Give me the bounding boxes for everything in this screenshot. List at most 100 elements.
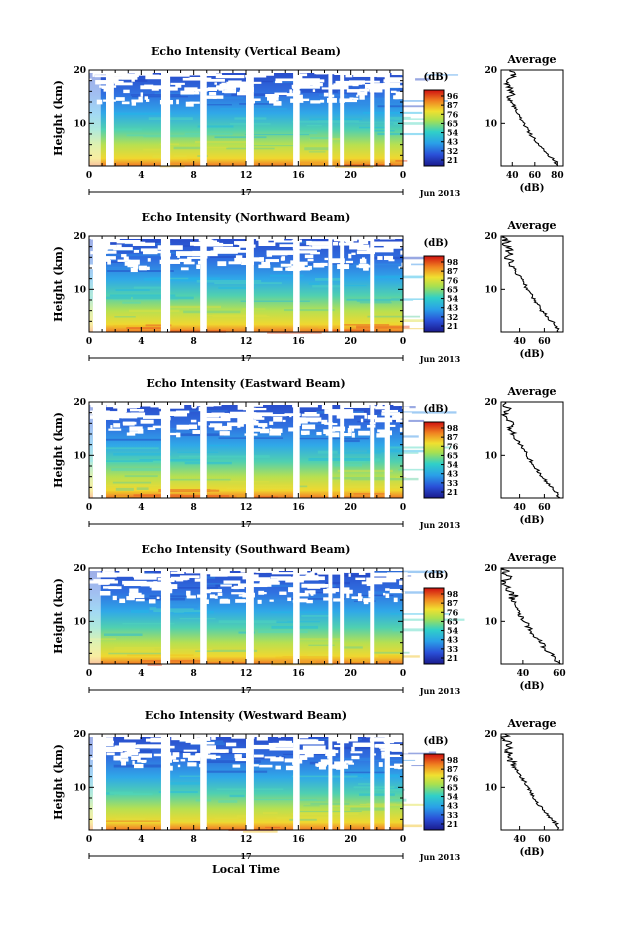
date-label: Jun 2013 [419,520,461,530]
intensity-streak [214,136,267,139]
intensity-streak [395,159,408,162]
intensity-streak [294,423,335,425]
intensity-streak [148,819,211,822]
profile-x-label: (dB) [520,349,545,360]
data-gap [293,734,300,830]
intensity-streak [131,610,149,613]
missing-patch [180,759,186,762]
intensity-streak [125,597,186,601]
missing-patch [197,260,201,265]
missing-patch [358,239,369,245]
missing-patch [105,76,123,80]
missing-patch [154,586,162,591]
missing-patch [169,584,178,590]
missing-patch [285,765,299,771]
intensity-streak [187,158,204,161]
intensity-streak [148,117,193,121]
missing-patch [266,253,273,257]
missing-patch [159,404,185,409]
intensity-streak [390,613,451,615]
missing-patch [223,580,241,584]
intensity-streak [240,300,310,302]
colorbar-tick-label: 43 [447,137,459,147]
intensity-streak [334,463,362,467]
missing-patch [145,250,163,254]
colorbar [423,89,445,167]
missing-patch [351,252,356,255]
missing-patch [273,267,283,271]
missing-patch [129,426,143,431]
missing-patch [235,599,246,603]
y-axis-label: Height (km) [52,744,65,820]
intensity-streak [282,656,333,659]
intensity-streak [236,814,249,818]
x-tick-label: 4 [138,835,144,845]
missing-patch [205,73,215,76]
missing-patch [188,755,200,760]
intensity-streak [299,437,370,440]
missing-patch [385,588,390,591]
missing-patch [348,573,351,577]
missing-patch [130,267,138,273]
profile-x-tick-label: 40 [513,337,526,347]
colorbar-tick-label: 98 [447,589,459,599]
missing-patch [112,415,120,421]
missing-patch [186,590,191,596]
missing-patch [271,572,298,575]
missing-patch [121,101,130,105]
missing-patch [271,414,287,417]
data-gap [106,70,114,166]
colorbar-tick-label: 87 [447,100,458,110]
intensity-streak [337,469,393,472]
missing-patch [297,758,303,764]
intensity-streak [242,308,266,310]
missing-patch [120,758,129,762]
missing-patch [209,589,222,593]
missing-patch [204,95,217,99]
missing-patch [343,99,357,103]
missing-patch [356,265,371,268]
colorbar-tick-label: 54 [447,294,459,304]
missing-patch [297,264,305,269]
missing-patch [377,256,383,260]
intensity-streak [236,495,255,499]
missing-patch [286,93,296,97]
x-tick-label: 4 [138,503,144,513]
intensity-streak [366,803,397,805]
missing-patch [366,248,394,253]
missing-patch [129,409,145,412]
intensity-streak [348,459,366,463]
missing-patch [302,424,316,430]
missing-patch [134,71,153,76]
profile-x-tick-label: 40 [517,669,530,679]
missing-patch [183,749,197,752]
colorbar-tick-label: 76 [447,441,459,451]
missing-patch [321,419,328,425]
missing-patch [172,759,179,762]
missing-patch [220,584,232,587]
missing-patch [146,99,150,102]
intensity-streak [304,147,332,151]
intensity-streak [143,134,207,138]
intensity-streak [164,305,221,309]
x-tick-label: 0 [86,835,92,845]
missing-patch [170,82,185,85]
missing-patch [323,92,329,97]
intensity-streak [171,751,206,754]
missing-patch [223,569,230,575]
missing-patch [112,746,136,752]
profile-y-tick-label: 20 [484,66,497,76]
profile-frame [500,567,564,665]
intensity-streak [393,122,446,125]
missing-patch [399,427,413,432]
intensity-streak [179,455,248,458]
date-label: Jun 2013 [419,188,461,198]
missing-patch [122,421,137,425]
missing-patch [185,569,207,574]
intensity-streak [340,458,380,462]
missing-patch [375,406,388,410]
missing-patch [180,267,189,271]
missing-patch [348,425,361,429]
missing-patch [222,90,235,93]
colorbar-tick-label: 54 [447,460,459,470]
